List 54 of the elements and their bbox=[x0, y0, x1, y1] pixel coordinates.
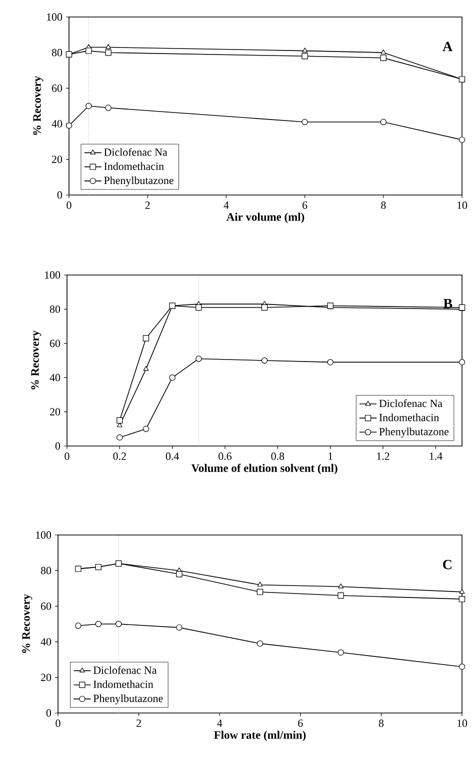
y-tick-label: 0 bbox=[46, 709, 52, 717]
y-tick-label: 100 bbox=[36, 531, 52, 539]
y-tick-label: 80 bbox=[52, 48, 62, 56]
x-tick-label: 8 bbox=[381, 202, 386, 209]
x-tick-label: 8 bbox=[378, 720, 384, 727]
x-tick-label: 0.2 bbox=[113, 452, 126, 460]
legend-label: Phenylbutazone bbox=[379, 428, 449, 438]
y-axis-title: % Recovery bbox=[22, 594, 32, 653]
x-tick-label: 2 bbox=[136, 720, 141, 727]
x-tick-label: 4 bbox=[224, 202, 229, 209]
y-tick-label: 20 bbox=[41, 674, 52, 682]
x-tick-label: 0.8 bbox=[271, 452, 284, 460]
x-tick-label: 6 bbox=[302, 202, 308, 209]
legend-label: Phenylbutazone bbox=[104, 176, 174, 186]
x-tick-label: 1.4 bbox=[430, 452, 442, 460]
x-tick-label: 10 bbox=[457, 720, 468, 727]
y-tick-label: 40 bbox=[50, 374, 60, 382]
y-tick-label: 80 bbox=[50, 306, 60, 313]
y-tick-label: 80 bbox=[40, 566, 52, 574]
y-tick-label: 0 bbox=[55, 442, 60, 450]
x-tick-label: 2 bbox=[145, 202, 150, 209]
y-tick-label: 40 bbox=[52, 120, 62, 128]
x-tick-label: 1.2 bbox=[377, 452, 390, 460]
legend-label: Indomethacin bbox=[93, 680, 154, 688]
annotation: A bbox=[442, 42, 452, 52]
legend-label: Phenylbutazone bbox=[93, 694, 163, 704]
x-axis-title: Flow rate (ml/min) bbox=[214, 730, 306, 742]
legend-label: Diclofenac Na bbox=[93, 666, 157, 674]
x-tick-label: 0 bbox=[64, 452, 70, 460]
x-tick-label: 6 bbox=[298, 720, 303, 727]
y-tick-label: 20 bbox=[50, 408, 60, 416]
x-tick-label: 10 bbox=[457, 202, 468, 209]
y-tick-label: 100 bbox=[47, 13, 62, 21]
x-axis-title: Volume of elution solvent (ml) bbox=[191, 464, 338, 474]
legend-label: Diclofenac Na bbox=[379, 399, 442, 408]
x-tick-label: 0 bbox=[66, 202, 72, 209]
y-tick-label: 60 bbox=[40, 602, 52, 610]
legend-label: Diclofenac Na bbox=[104, 148, 168, 156]
y-tick-label: 20 bbox=[52, 156, 62, 164]
y-tick-label: 60 bbox=[50, 340, 60, 348]
y-axis-title: % Recovery bbox=[33, 76, 44, 135]
x-tick-label: 0.6 bbox=[218, 452, 232, 460]
x-tick-label: 4 bbox=[217, 720, 222, 727]
annotation: C bbox=[443, 560, 452, 570]
x-axis-title: Air volume (ml) bbox=[226, 212, 304, 224]
x-tick-label: 1 bbox=[328, 452, 332, 460]
y-axis-title: % Recovery bbox=[31, 330, 42, 390]
legend-label: Indomethacin bbox=[379, 414, 440, 422]
y-tick-label: 60 bbox=[52, 84, 62, 92]
y-tick-label: 40 bbox=[40, 638, 52, 646]
x-tick-label: 0.4 bbox=[166, 452, 180, 460]
y-tick-label: 0 bbox=[57, 191, 62, 199]
y-tick-label: 100 bbox=[45, 271, 60, 279]
legend-label: Indomethacin bbox=[104, 162, 164, 170]
